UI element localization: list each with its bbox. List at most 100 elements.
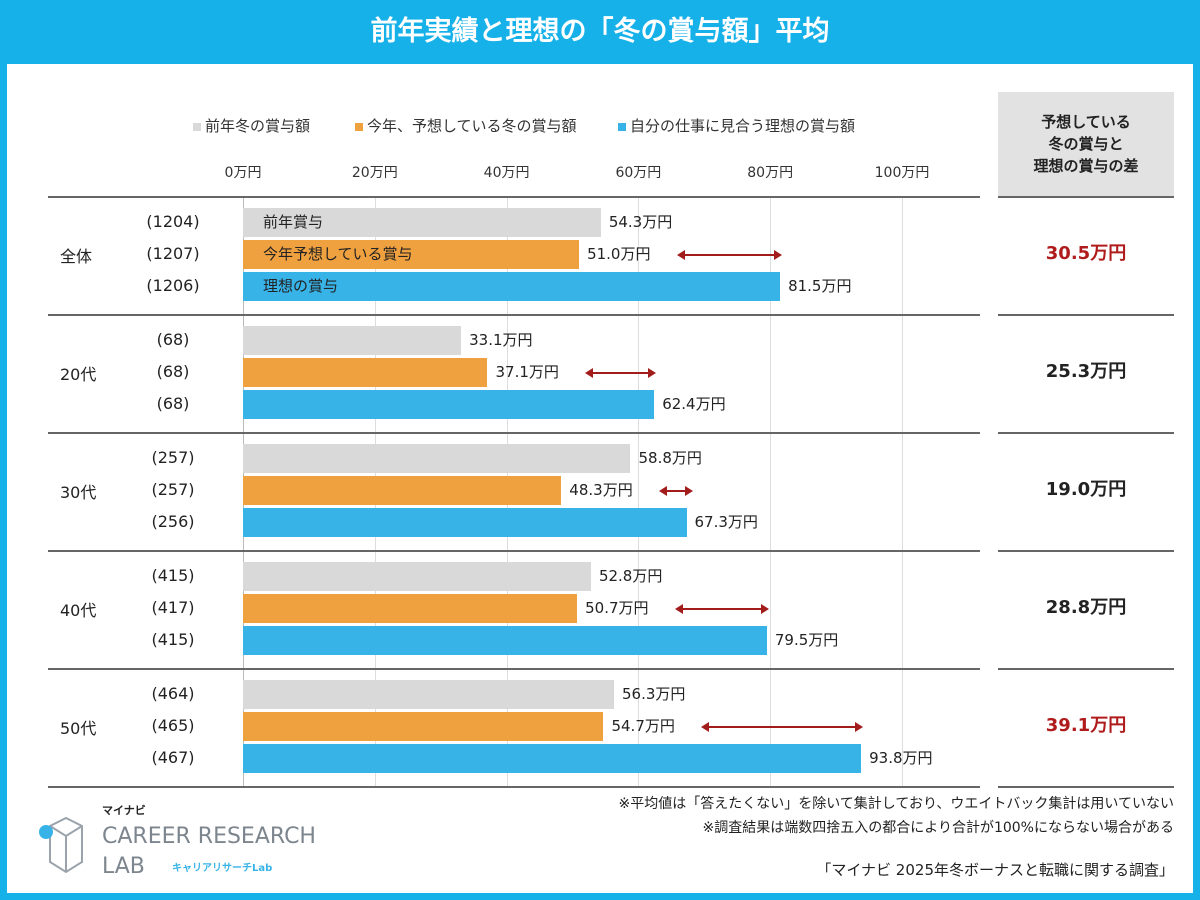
legend-item: 今年、予想している冬の賞与額: [355, 116, 577, 136]
sample-size: (415): [151, 630, 195, 649]
separator: [998, 314, 1174, 316]
category-label: 全体: [60, 247, 93, 266]
bar-0: [243, 444, 631, 473]
bar-1: [243, 240, 580, 269]
legend-label: 前年冬の賞与額: [205, 117, 311, 135]
sample-size: (1206): [146, 276, 200, 295]
value-label: 54.7万円: [611, 717, 675, 735]
legend-swatch: [193, 122, 201, 131]
category-label: 20代: [60, 365, 97, 384]
value-label: 50.7万円: [585, 599, 649, 617]
diff-header: 予想している 冬の賞与と 理想の賞与の差: [998, 92, 1174, 196]
legend-swatch: [355, 122, 363, 131]
value-label: 33.1万円: [469, 331, 533, 349]
source: 「マイナビ 2025年冬ボーナスと転職に関する調査」: [816, 861, 1174, 879]
bar-2: [243, 508, 687, 537]
separator: [48, 668, 980, 670]
diff-value: 28.8万円: [1045, 597, 1127, 618]
value-label: 54.3万円: [608, 213, 673, 231]
diff-arrow: [677, 250, 783, 260]
logo-brand: マイナビ: [102, 804, 146, 817]
bar-inner-label: 前年賞与: [263, 213, 324, 231]
x-tick-label: 0万円: [224, 165, 262, 181]
sample-size: (467): [151, 748, 195, 767]
separator: [48, 786, 980, 788]
footnote: ※調査結果は端数四捨五入の都合により合計が100%にならない場合がある: [702, 820, 1174, 836]
sample-size: (257): [151, 448, 195, 467]
bar-1: [243, 594, 578, 623]
bar-inner-label: 理想の賞与: [263, 277, 339, 295]
logo-line2: LAB: [102, 854, 145, 879]
value-label: 56.3万円: [622, 685, 686, 703]
chart-title: 前年実績と理想の「冬の賞与額」平均: [0, 0, 1200, 64]
separator: [998, 786, 1174, 788]
logo-kana: キャリアリサーチLab: [172, 863, 273, 874]
sample-size: (415): [151, 566, 195, 585]
diff-header-line: 理想の賞与の差: [1033, 157, 1139, 175]
gridline: [638, 196, 640, 786]
separator: [48, 314, 980, 316]
bar-2: [243, 390, 655, 419]
bar-0: [243, 326, 462, 355]
diff-arrow: [701, 722, 863, 732]
bar-1: [243, 712, 604, 741]
legend-item: 前年冬の賞与額: [193, 116, 310, 136]
diff-value: 30.5万円: [1045, 243, 1127, 264]
bar-0: [243, 562, 591, 591]
gridline: [902, 196, 903, 786]
logo-mark-icon: [39, 816, 83, 874]
bar-1: [243, 476, 562, 505]
logo: マイナビ CAREER RESEARCH LAB キャリアリサーチLab: [36, 804, 356, 890]
logo-line1: CAREER RESEARCH: [102, 824, 316, 849]
value-label: 58.8万円: [638, 449, 702, 467]
value-label: 81.5万円: [788, 277, 852, 295]
sample-size: (257): [151, 480, 195, 499]
value-label: 37.1万円: [495, 363, 559, 381]
category-label: 40代: [60, 601, 97, 620]
value-label: 62.4万円: [662, 395, 726, 413]
x-tick-label: 100万円: [874, 165, 930, 181]
separator: [998, 196, 1174, 198]
value-label: 52.8万円: [598, 567, 663, 585]
sample-size: (1207): [146, 244, 200, 263]
separator: [998, 550, 1174, 552]
legend-label: 自分の仕事に見合う理想の賞与額: [630, 117, 856, 135]
diff-arrow: [675, 604, 769, 614]
sample-size: (68): [156, 362, 190, 381]
x-tick-label: 80万円: [747, 165, 794, 181]
separator: [998, 668, 1174, 670]
bar-2: [243, 744, 862, 773]
sample-size: (68): [156, 330, 190, 349]
value-label: 48.3万円: [569, 481, 633, 499]
bar-0: [243, 680, 615, 709]
separator: [48, 432, 980, 434]
footnote: ※平均値は「答えたくない」を除いて集計しており、ウエイトバック集計は用いていない: [618, 796, 1175, 812]
x-tick-label: 20万円: [351, 165, 398, 181]
value-label: 51.0万円: [587, 245, 651, 263]
diff-header-line: 冬の賞与と: [1048, 135, 1124, 153]
diff-value: 19.0万円: [1045, 479, 1127, 500]
diff-value: 39.1万円: [1045, 715, 1127, 736]
sample-size: (417): [151, 598, 195, 617]
diff-arrow: [585, 368, 656, 378]
x-tick-label: 60万円: [615, 165, 662, 181]
bar-1: [243, 358, 488, 387]
bar-inner-label: 今年予想している賞与: [263, 245, 413, 263]
diff-arrow: [659, 486, 694, 496]
sample-size: (464): [151, 684, 195, 703]
value-label: 93.8万円: [869, 749, 933, 767]
category-label: 30代: [60, 483, 97, 502]
category-label: 50代: [60, 719, 97, 738]
sample-size: (465): [151, 716, 195, 735]
bar-2: [243, 272, 781, 301]
diff-header-line: 予想している: [1041, 113, 1131, 131]
legend-label: 今年、予想している冬の賞与額: [367, 117, 577, 135]
bar-2: [243, 626, 767, 655]
separator: [48, 550, 980, 552]
sample-size: (256): [151, 512, 195, 531]
separator: [48, 196, 980, 198]
legend-item: 自分の仕事に見合う理想の賞与額: [618, 116, 855, 136]
x-tick-label: 40万円: [483, 165, 530, 181]
sample-size: (1204): [146, 212, 200, 231]
legend-swatch: [618, 122, 626, 131]
